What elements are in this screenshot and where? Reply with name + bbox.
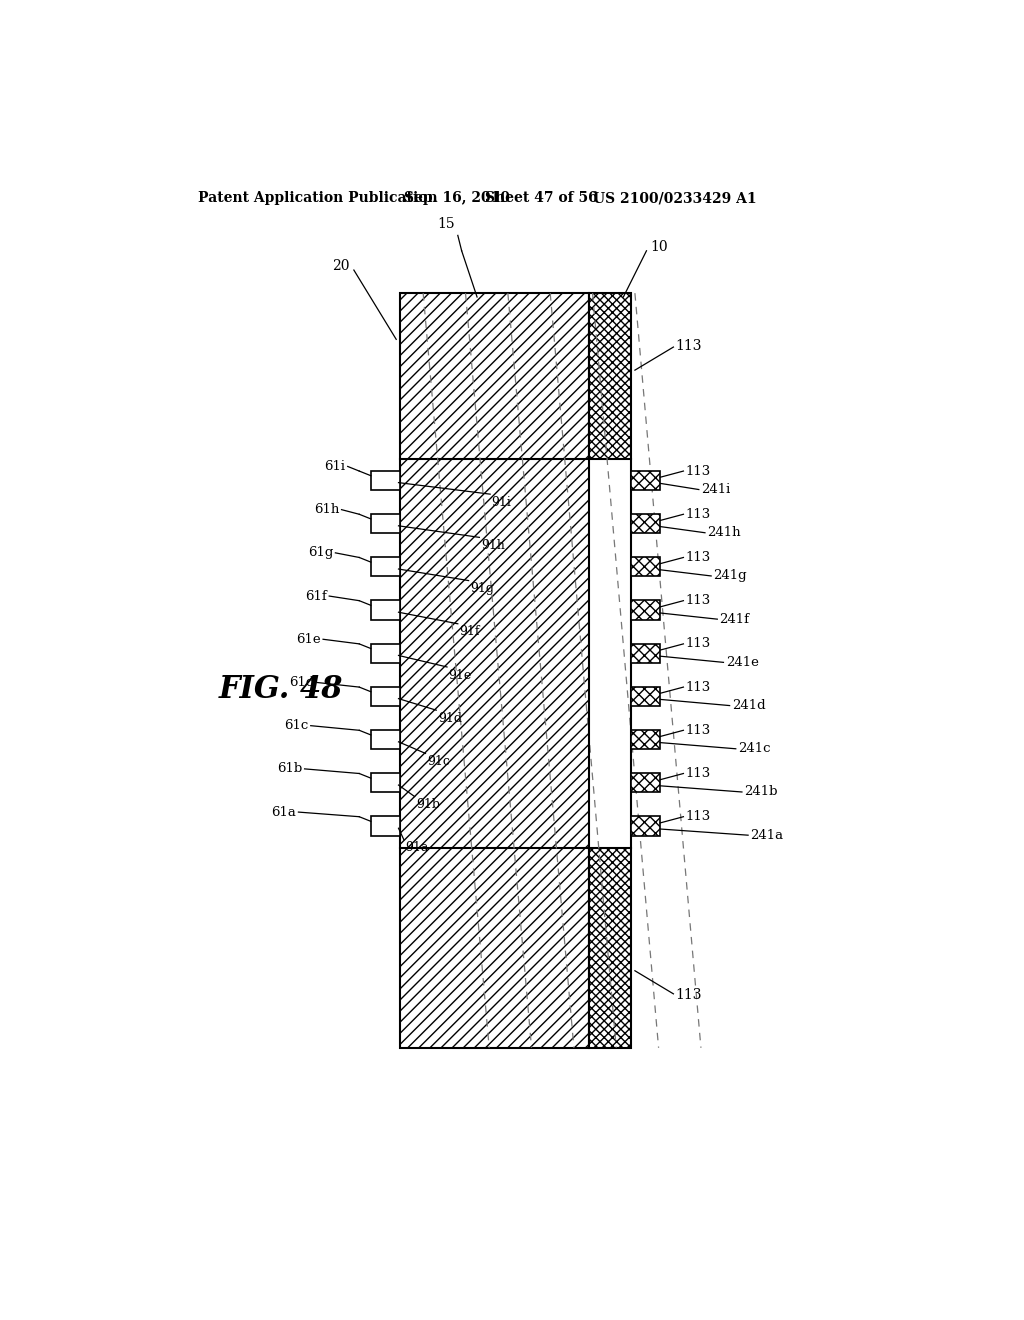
Bar xyxy=(631,471,660,490)
Text: 241c: 241c xyxy=(738,742,771,755)
Text: 241a: 241a xyxy=(751,829,783,842)
Text: 61b: 61b xyxy=(278,763,302,775)
Text: US 2100/0233429 A1: US 2100/0233429 A1 xyxy=(593,191,756,206)
Bar xyxy=(631,730,660,750)
Text: 91h: 91h xyxy=(481,539,505,552)
Text: 91f: 91f xyxy=(460,626,480,639)
Bar xyxy=(631,816,660,836)
Text: 241e: 241e xyxy=(726,656,759,669)
Text: 241i: 241i xyxy=(701,483,730,496)
Bar xyxy=(400,847,589,1048)
Bar xyxy=(400,293,589,459)
Text: 113: 113 xyxy=(676,989,702,1002)
Text: 241h: 241h xyxy=(708,527,741,540)
Text: 113: 113 xyxy=(676,338,702,352)
Bar xyxy=(631,774,660,792)
Bar xyxy=(400,459,589,847)
Text: 113: 113 xyxy=(686,810,711,824)
Bar xyxy=(631,601,660,619)
Text: 91i: 91i xyxy=(492,496,512,508)
Text: FIG. 48: FIG. 48 xyxy=(219,675,344,705)
Text: 91a: 91a xyxy=(406,841,429,854)
Text: Sheet 47 of 56: Sheet 47 of 56 xyxy=(484,191,598,206)
Text: 61d: 61d xyxy=(289,676,314,689)
Text: 113: 113 xyxy=(686,594,711,607)
Bar xyxy=(371,816,400,836)
Text: 15: 15 xyxy=(437,216,455,231)
Text: 113: 113 xyxy=(686,508,711,521)
Bar xyxy=(631,557,660,577)
Text: 241b: 241b xyxy=(744,785,778,799)
Text: 91c: 91c xyxy=(427,755,450,768)
Text: 113: 113 xyxy=(686,723,711,737)
Text: 113: 113 xyxy=(686,681,711,693)
Bar xyxy=(589,459,631,847)
Text: 113: 113 xyxy=(686,638,711,651)
Text: 241g: 241g xyxy=(714,569,748,582)
Text: 113: 113 xyxy=(686,465,711,478)
Bar xyxy=(589,847,631,1048)
Bar xyxy=(371,774,400,792)
Bar xyxy=(371,471,400,490)
Text: 61h: 61h xyxy=(313,503,339,516)
Text: 241f: 241f xyxy=(720,612,750,626)
Text: 91d: 91d xyxy=(438,711,462,725)
Text: 61i: 61i xyxy=(325,459,345,473)
Bar xyxy=(371,686,400,706)
Bar xyxy=(371,601,400,619)
Bar xyxy=(371,513,400,533)
Bar xyxy=(371,644,400,663)
Text: 61c: 61c xyxy=(285,719,308,733)
Text: 91g: 91g xyxy=(470,582,495,595)
Text: 61f: 61f xyxy=(305,590,327,602)
Text: 20: 20 xyxy=(333,259,350,273)
Text: Patent Application Publication: Patent Application Publication xyxy=(199,191,438,206)
Text: 113: 113 xyxy=(686,550,711,564)
Text: Sep. 16, 2010: Sep. 16, 2010 xyxy=(403,191,510,206)
Text: 91e: 91e xyxy=(449,668,472,681)
Text: 61g: 61g xyxy=(307,546,333,560)
Text: 10: 10 xyxy=(650,240,668,253)
Text: 91b: 91b xyxy=(416,799,440,812)
Text: 61a: 61a xyxy=(271,805,296,818)
Text: 113: 113 xyxy=(686,767,711,780)
Bar xyxy=(371,730,400,750)
Bar xyxy=(631,686,660,706)
Bar xyxy=(631,644,660,663)
Text: 61e: 61e xyxy=(296,632,321,645)
Bar xyxy=(631,513,660,533)
Bar xyxy=(589,293,631,459)
Bar xyxy=(371,557,400,577)
Text: 241d: 241d xyxy=(732,700,766,711)
